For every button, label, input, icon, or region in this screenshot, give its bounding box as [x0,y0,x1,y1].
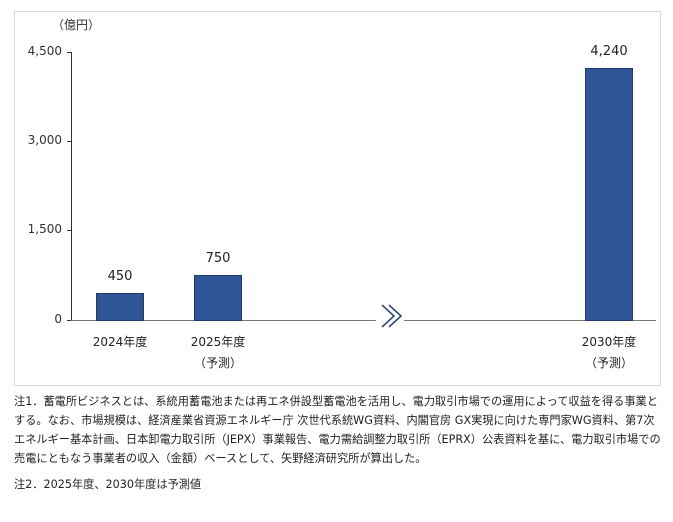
note-2: 注2．2025年度、2030年度は予測値 [14,478,202,491]
x-label-2024: 2024年度 [92,335,148,349]
y-tick-3000: 3,000 [27,133,62,147]
x-label-2030-forecast: （予測） [584,356,633,370]
y-tick-0: 0 [54,312,62,326]
y-tick-mark [67,141,72,142]
y-tick-mark [67,320,72,321]
x-label-2025: 2025年度 [190,335,246,349]
chart-frame [14,11,661,386]
bar-2024 [96,293,144,321]
x-label-2030: 2030年度 [581,335,637,349]
y-tick-mark [67,52,72,53]
x-axis-line [71,320,656,321]
note-1: 注1．蓄電所ビジネスとは、系統用蓄電池または再エネ併設型蓄電池を活用し、電力取引… [14,395,661,465]
axis-break-icon [376,304,404,328]
bar-2025 [194,275,242,321]
bar-2030 [585,68,633,321]
bar-value-label: 450 [107,269,133,284]
y-tick-1500: 1,500 [27,222,62,236]
bar-value-label: 750 [205,251,231,266]
y-axis-unit-label: （億円） [52,18,101,32]
x-label-2025-forecast: （予測） [193,356,242,370]
y-tick-4500: 4,500 [27,44,62,58]
y-axis-line [71,52,72,321]
y-tick-mark [67,230,72,231]
chart-notes: 注1．蓄電所ビジネスとは、系統用蓄電池または再エネ併設型蓄電池を活用し、電力取引… [14,392,664,494]
bar-value-label: 4,240 [590,44,628,59]
